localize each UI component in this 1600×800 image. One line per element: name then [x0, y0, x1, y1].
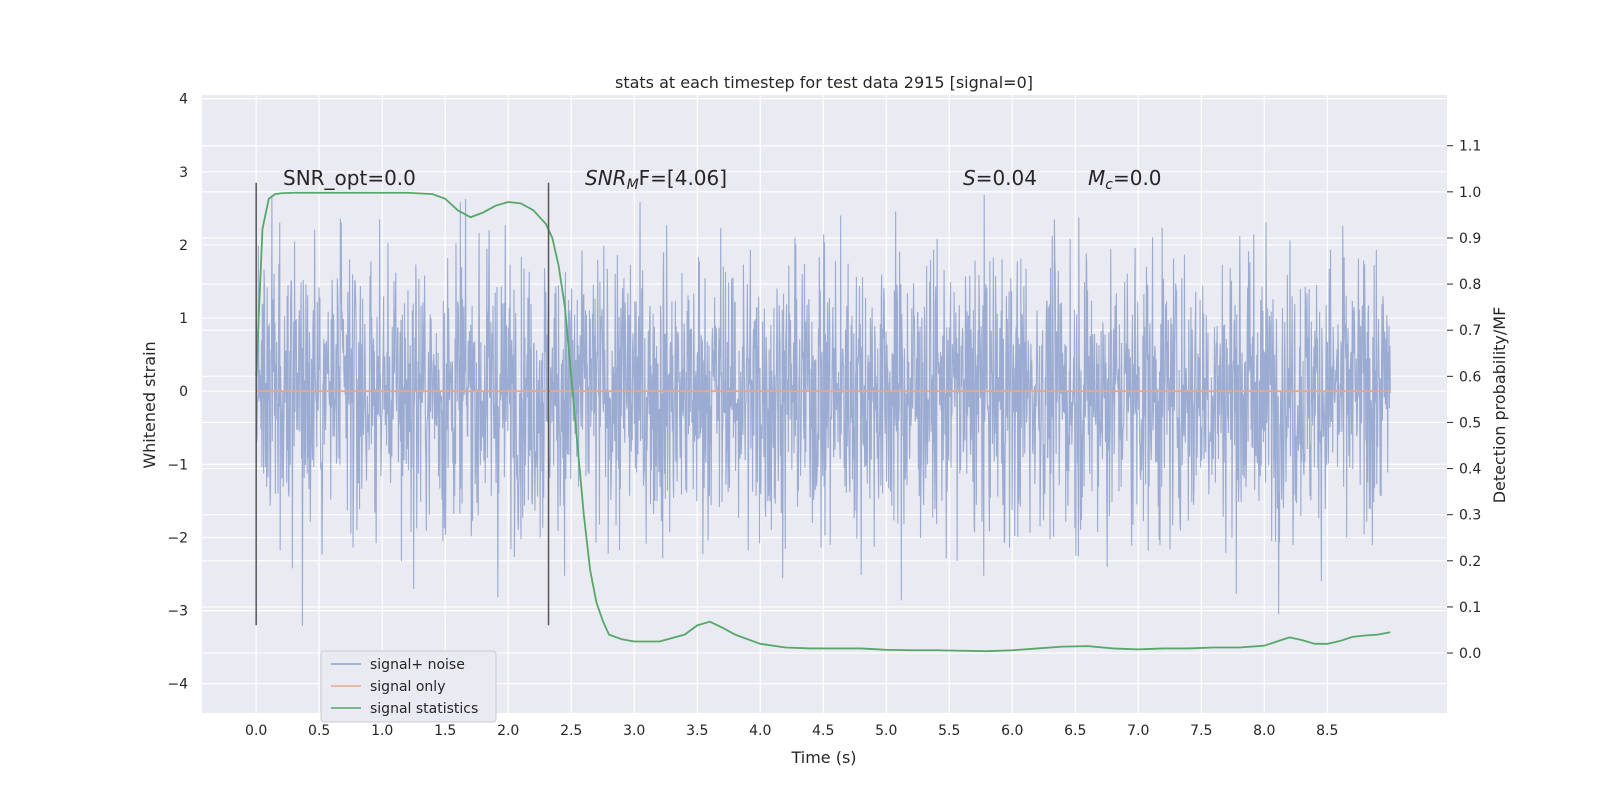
- chart-title: stats at each timestep for test data 291…: [615, 73, 1033, 92]
- y2-tick-label: 0.2: [1459, 554, 1481, 570]
- legend-box: [320, 650, 497, 723]
- annotation-s-main: S: [963, 166, 976, 190]
- y2-tick-label: 0.5: [1459, 415, 1481, 431]
- y-tick-label: 2: [179, 238, 188, 254]
- x-tick-label: 0.5: [308, 723, 330, 739]
- y2-tick-label: 0.4: [1459, 462, 1481, 478]
- legend: signal+ noise signal only signal statist…: [320, 650, 497, 723]
- y2-tick-label: 0.7: [1459, 323, 1481, 339]
- y2-tick-label: 0.8: [1459, 277, 1481, 293]
- y2-tick-label: 0.1: [1459, 600, 1481, 616]
- signal-noise-series: [255, 194, 1391, 626]
- signal-statistics-line: [255, 191, 1391, 653]
- y2-tick-label: 0.0: [1459, 646, 1481, 662]
- x-tick-label: 3.5: [686, 723, 708, 739]
- x-tick-label: 5.0: [875, 723, 897, 739]
- lines-layer: [255, 191, 1391, 653]
- annotation-snr-opt: SNR_opt=0.0: [283, 166, 416, 190]
- x-tick-label: 4.5: [812, 723, 834, 739]
- annotation-snr-mf-sub: M: [627, 177, 639, 193]
- x-tick-label: 1.0: [371, 723, 393, 739]
- y-tick-label: −1: [167, 457, 188, 473]
- x-tick-label: 8.0: [1253, 723, 1275, 739]
- annotation-mc-main: M: [1088, 166, 1105, 190]
- annotation-s: S=0.04: [963, 166, 1037, 190]
- legend-label-signal-only: signal only: [370, 679, 445, 695]
- y2-tick-label: 1.0: [1459, 185, 1481, 201]
- y2-tick-label: 1.1: [1459, 139, 1481, 155]
- annotation-s-rest: =0.04: [976, 166, 1037, 190]
- annotation-snr-mf-rest: F=[4.06]: [639, 166, 727, 190]
- annotation-mc-rest: =0.0: [1113, 166, 1162, 190]
- signal-noise-line: [255, 194, 1391, 626]
- y-tick-label: 0: [179, 384, 188, 400]
- y2-tick-label: 0.3: [1459, 508, 1481, 524]
- x-tick-label: 2.0: [497, 723, 519, 739]
- y-tick-label: 4: [179, 92, 188, 108]
- y-tick-label: −2: [167, 530, 188, 546]
- annotation-snr-mf: SNRMF=[4.06]: [585, 166, 727, 193]
- y-tick-label: −3: [167, 604, 188, 620]
- annotation-snr-mf-main: SNR: [585, 166, 627, 190]
- annotation-mc-sub: c: [1105, 177, 1113, 193]
- x-tick-label: 0.0: [245, 723, 267, 739]
- y-tick-label: −4: [167, 677, 188, 693]
- legend-label-signal-noise: signal+ noise: [370, 657, 465, 673]
- x-tick-label: 3.0: [623, 723, 645, 739]
- x-tick-label: 1.5: [434, 723, 456, 739]
- y2-axis-label: Detection probability/MF: [1490, 307, 1509, 504]
- y-axis-label: Whitened strain: [140, 341, 159, 468]
- x-tick-label: 6.5: [1064, 723, 1086, 739]
- vertical-markers: [255, 182, 550, 626]
- y-tick-label: 3: [179, 165, 188, 181]
- y2-tick-label: 0.9: [1459, 231, 1481, 247]
- x-tick-label: 5.5: [938, 723, 960, 739]
- annotation-mc: Mc=0.0: [1088, 166, 1162, 193]
- x-tick-label: 7.0: [1127, 723, 1149, 739]
- x-tick-label: 2.5: [560, 723, 582, 739]
- x-tick-label: 6.0: [1001, 723, 1023, 739]
- ticks: 0.0 0.5 1.0 1.5 2.0 2.5 3.0 3.5 4.0 4.5 5.0 5.5 6.0 6…: [167, 92, 1481, 739]
- x-tick-label: 7.5: [1190, 723, 1212, 739]
- x-tick-label: 8.5: [1316, 723, 1338, 739]
- legend-label-signal-statistics: signal statistics: [370, 701, 478, 717]
- annotations: SNR_opt=0.0 SNRMF=[4.06] S=0.04 Mc=0.0: [283, 166, 1162, 193]
- x-axis-label: Time (s): [790, 748, 856, 767]
- x-tick-label: 4.0: [749, 723, 771, 739]
- y-tick-label: 1: [179, 311, 188, 327]
- y2-tick-label: 0.6: [1459, 369, 1481, 385]
